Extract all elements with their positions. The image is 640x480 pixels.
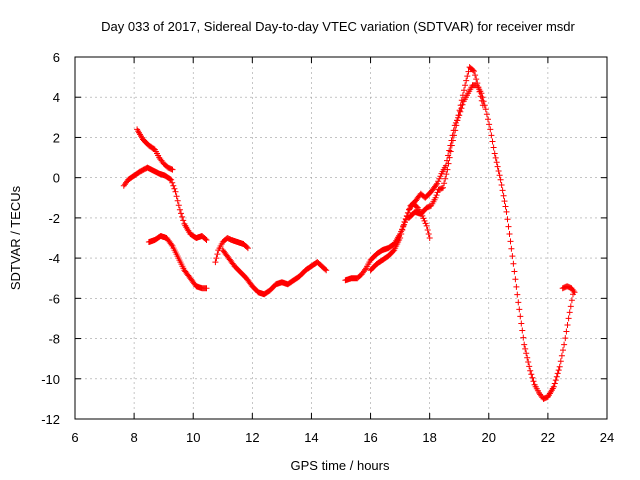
y-tick-label: 0: [53, 171, 60, 186]
series-arc-9: [559, 283, 578, 296]
series-arc-5: [219, 247, 330, 298]
x-tick-label: 24: [600, 430, 614, 445]
x-tick-label: 10: [186, 430, 200, 445]
data-series: [120, 64, 578, 402]
y-tick-label: -12: [41, 412, 60, 427]
y-tick-label: 6: [53, 50, 60, 65]
series-markers: [219, 247, 330, 298]
series-markers: [212, 235, 251, 266]
series-arc-7: [367, 200, 433, 274]
series-markers: [406, 64, 486, 221]
series-markers: [134, 126, 176, 173]
x-axis-label: GPS time / hours: [291, 458, 390, 473]
y-tick-label: 4: [53, 90, 60, 105]
x-tick-labels: 6 8 10 12 14 16 18 20 22 24: [71, 430, 614, 445]
series-arc-8: [406, 64, 486, 221]
x-tick-label: 22: [541, 430, 555, 445]
y-tick-labels: -12 -10 -8 -6 -4 -2 0 2 4 6: [41, 50, 60, 427]
y-axis-label: SDTVAR / TECUs: [8, 185, 23, 290]
y-tick-label: -2: [48, 211, 60, 226]
y-tick-label: -4: [48, 251, 60, 266]
y-tick-label: -8: [48, 332, 60, 347]
series-arc-1: [120, 164, 210, 243]
x-tick-label: 18: [422, 430, 436, 445]
series-arc-3: [145, 233, 210, 292]
plot-frame: [74, 56, 608, 420]
x-tick-label: 20: [482, 430, 496, 445]
x-tick-label: 14: [304, 430, 318, 445]
chart-title: Day 033 of 2017, Sidereal Day-to-day VTE…: [101, 19, 575, 34]
series-arc-4: [212, 235, 251, 266]
series-markers: [559, 283, 578, 296]
series-markers: [120, 164, 210, 243]
x-tick-label: 8: [130, 430, 137, 445]
y-tick-label: 2: [53, 130, 60, 145]
series-markers: [145, 233, 210, 292]
series-markers: [367, 200, 433, 274]
y-tick-label: -6: [48, 291, 60, 306]
x-tick-label: 6: [71, 430, 78, 445]
series-arc-2: [134, 126, 176, 173]
x-tick-label: 16: [363, 430, 377, 445]
x-tick-label: 12: [245, 430, 259, 445]
y-tick-label: -10: [41, 372, 60, 387]
